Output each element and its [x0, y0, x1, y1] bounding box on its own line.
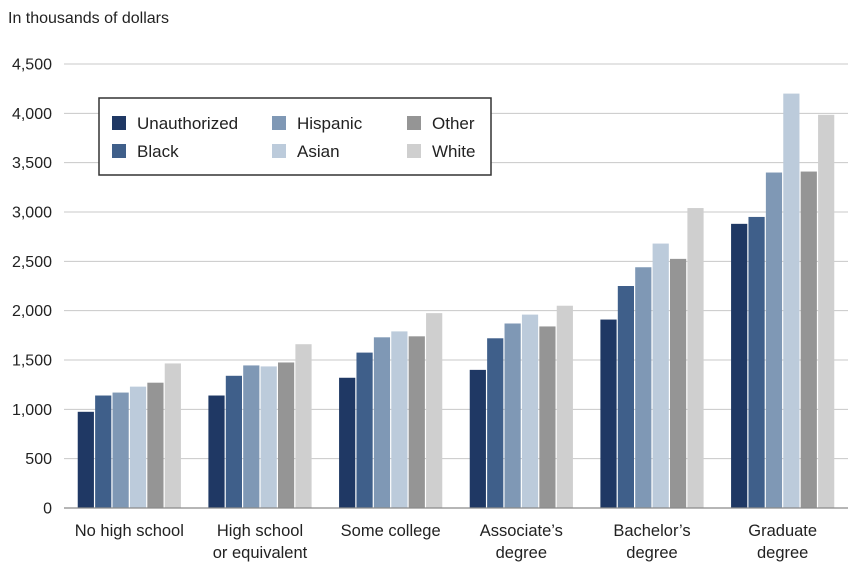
- legend-item-hispanic: Hispanic: [272, 114, 363, 133]
- legend-item-unauthorized: Unauthorized: [112, 114, 238, 133]
- legend: Unauthorized Black Hispanic Asian Other White: [98, 97, 492, 176]
- legend-item-asian: Asian: [272, 142, 340, 161]
- legend-swatch-black: [112, 144, 126, 158]
- bar-asian-graduate-degree: [783, 93, 800, 508]
- bar-unauthorized-graduate-degree: [731, 223, 748, 508]
- x-tick-label-associates-degree: Associate’s degree: [480, 522, 563, 562]
- bar-asian-bachelors-degree: [652, 243, 669, 508]
- y-tick-label-3000: 3,000: [12, 205, 52, 222]
- bar-asian-no-high-school: [129, 386, 147, 508]
- bar-black-graduate-degree: [748, 216, 765, 508]
- bar-unauthorized-some-college: [339, 377, 356, 508]
- y-tick-label-2500: 2,500: [12, 254, 52, 271]
- bar-other-no-high-school: [147, 382, 164, 508]
- legend-item-white: White: [407, 142, 475, 161]
- bar-black-no-high-school: [95, 395, 112, 508]
- y-tick-label-2000: 2,000: [12, 303, 52, 320]
- bar-white-some-college: [426, 313, 443, 508]
- bar-white-high-school-or-equivalent: [295, 344, 312, 508]
- bar-black-bachelors-degree: [617, 286, 634, 508]
- bar-other-high-school-or-equivalent: [278, 362, 295, 508]
- y-tick-label-4000: 4,000: [12, 106, 52, 123]
- legend-swatch-white: [407, 144, 421, 158]
- bar-hispanic-bachelors-degree: [635, 267, 652, 508]
- bar-hispanic-high-school-or-equivalent: [243, 365, 260, 508]
- bar-hispanic-graduate-degree: [765, 172, 783, 508]
- legend-swatch-hispanic: [272, 116, 286, 130]
- x-tick-label-high-school-or-equivalent: High school or equivalent: [213, 522, 308, 562]
- bars: [77, 93, 835, 509]
- y-tick-label-3500: 3,500: [12, 155, 52, 172]
- bar-black-high-school-or-equivalent: [225, 375, 242, 508]
- legend-label-white: White: [432, 142, 475, 161]
- bar-unauthorized-bachelors-degree: [600, 319, 617, 508]
- bar-unauthorized-associates-degree: [469, 369, 486, 508]
- y-tick-label-4500: 4,500: [12, 57, 52, 74]
- bar-other-some-college: [408, 336, 425, 508]
- legend-item-other: Other: [407, 114, 475, 133]
- legend-label-hispanic: Hispanic: [297, 114, 363, 133]
- legend-label-asian: Asian: [297, 142, 340, 161]
- bar-hispanic-associates-degree: [504, 323, 521, 508]
- bar-asian-associates-degree: [521, 314, 539, 508]
- y-axis-label: In thousands of dollars: [8, 10, 169, 27]
- bar-other-graduate-degree: [800, 171, 817, 509]
- legend-label-unauthorized: Unauthorized: [137, 114, 238, 133]
- y-tick-label-0: 0: [43, 501, 52, 518]
- legend-item-black: Black: [112, 142, 179, 161]
- y-tick-label-1000: 1,000: [12, 402, 52, 419]
- bar-white-no-high-school: [164, 363, 181, 508]
- bar-black-some-college: [356, 352, 373, 508]
- legend-label-black: Black: [137, 142, 179, 161]
- bar-hispanic-no-high-school: [112, 392, 129, 508]
- legend-swatch-asian: [272, 144, 286, 158]
- bar-black-associates-degree: [487, 338, 504, 508]
- bar-unauthorized-high-school-or-equivalent: [208, 395, 225, 508]
- x-tick-label-no-high-school: No high school: [75, 522, 184, 540]
- bar-other-bachelors-degree: [670, 258, 687, 508]
- bar-white-associates-degree: [556, 305, 573, 508]
- y-tick-label-1500: 1,500: [12, 353, 52, 370]
- bar-white-bachelors-degree: [687, 208, 704, 509]
- x-axis-ticks: No high school High school or equivalent So…: [75, 522, 817, 562]
- bar-unauthorized-no-high-school: [77, 411, 94, 508]
- bar-hispanic-some-college: [373, 337, 391, 508]
- legend-box: [98, 97, 492, 176]
- bar-other-associates-degree: [539, 326, 556, 508]
- legend-swatch-other: [407, 116, 421, 130]
- y-tick-label-500: 500: [25, 451, 52, 468]
- bar-white-graduate-degree: [818, 114, 835, 508]
- legend-swatch-unauthorized: [112, 116, 126, 130]
- y-axis-ticks: 0 500 1,000 1,500 2,000 2,500 3,000 3,500 4,000 4…: [12, 57, 52, 518]
- x-tick-label-some-college: Some college: [341, 522, 441, 540]
- bar-asian-high-school-or-equivalent: [260, 366, 277, 508]
- x-tick-label-bachelors-degree: Bachelor’s degree: [613, 522, 690, 562]
- legend-label-other: Other: [432, 114, 475, 133]
- bar-asian-some-college: [391, 331, 408, 508]
- x-tick-label-graduate-degree: Graduate degree: [748, 522, 817, 562]
